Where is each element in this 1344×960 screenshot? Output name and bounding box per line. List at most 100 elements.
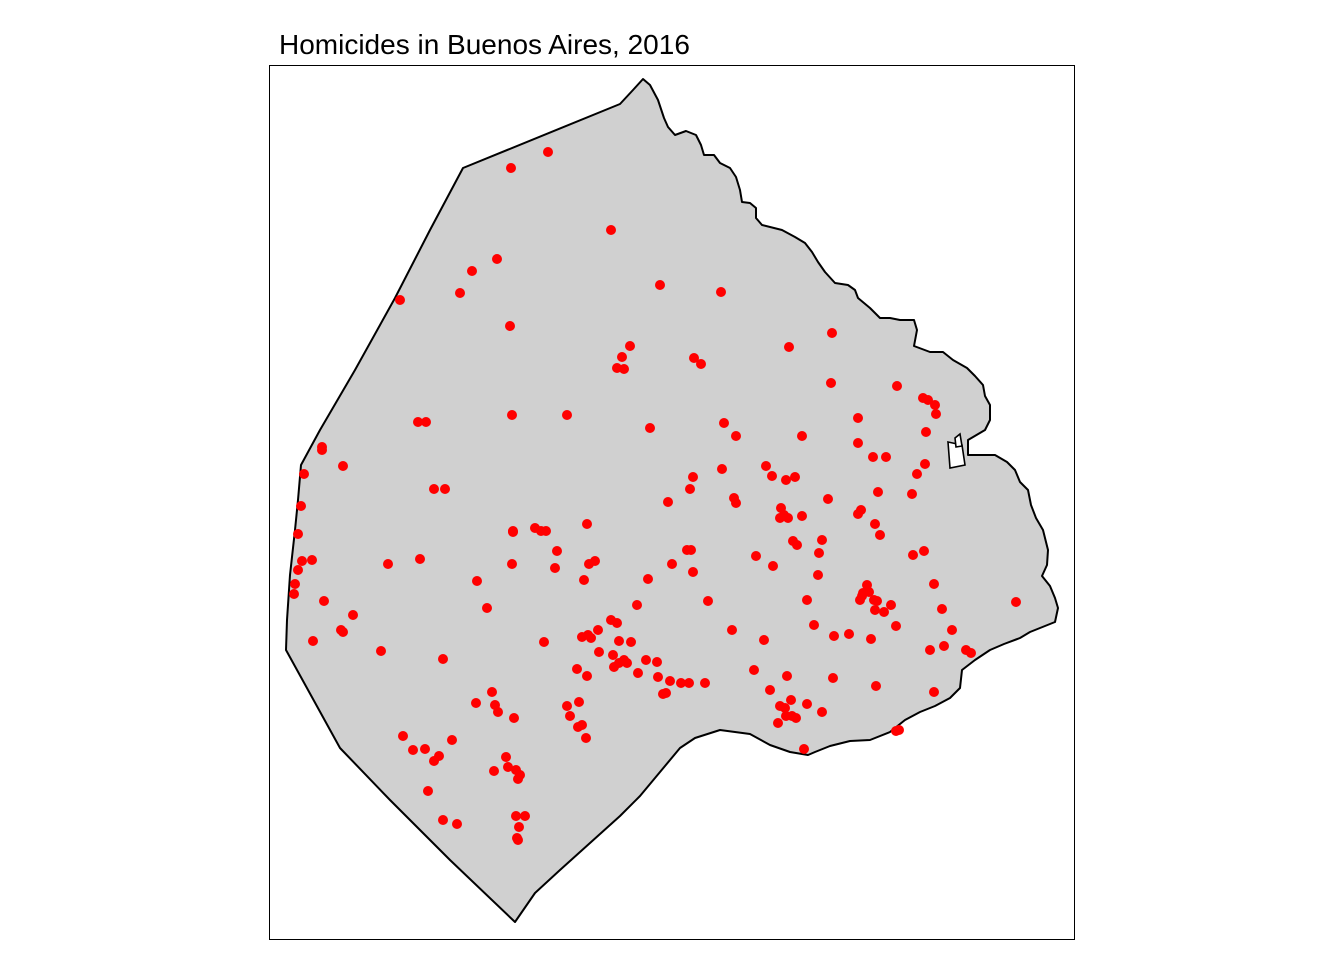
homicide-point bbox=[792, 540, 802, 550]
homicide-point bbox=[299, 469, 309, 479]
homicide-point bbox=[809, 620, 819, 630]
homicide-point bbox=[511, 811, 521, 821]
homicide-point bbox=[676, 678, 686, 688]
homicide-point bbox=[894, 725, 904, 735]
homicide-point bbox=[471, 698, 481, 708]
homicide-point bbox=[797, 511, 807, 521]
homicide-point bbox=[923, 395, 933, 405]
homicide-point bbox=[761, 461, 771, 471]
homicide-point bbox=[667, 559, 677, 569]
homicide-point bbox=[565, 711, 575, 721]
homicide-point bbox=[509, 713, 519, 723]
homicide-point bbox=[759, 635, 769, 645]
homicide-point bbox=[438, 815, 448, 825]
homicide-point bbox=[296, 501, 306, 511]
homicide-point bbox=[398, 731, 408, 741]
homicide-point bbox=[514, 822, 524, 832]
homicide-point bbox=[289, 589, 299, 599]
homicide-point bbox=[829, 631, 839, 641]
homicide-point bbox=[319, 596, 329, 606]
homicide-point bbox=[513, 835, 523, 845]
homicide-point bbox=[751, 551, 761, 561]
homicide-point bbox=[685, 484, 695, 494]
homicide-point bbox=[395, 295, 405, 305]
homicide-point bbox=[513, 774, 523, 784]
homicide-point bbox=[293, 529, 303, 539]
homicide-point bbox=[700, 678, 710, 688]
homicide-point bbox=[420, 744, 430, 754]
homicide-point bbox=[505, 321, 515, 331]
homicide-point bbox=[633, 668, 643, 678]
homicide-point bbox=[817, 707, 827, 717]
homicide-point bbox=[507, 559, 517, 569]
homicide-point bbox=[608, 650, 618, 660]
homicide-point bbox=[802, 595, 812, 605]
homicide-point bbox=[925, 645, 935, 655]
homicide-point bbox=[582, 671, 592, 681]
homicide-point bbox=[455, 288, 465, 298]
homicide-point bbox=[507, 410, 517, 420]
homicide-point bbox=[467, 266, 477, 276]
homicide-point bbox=[626, 637, 636, 647]
homicide-point bbox=[1011, 597, 1021, 607]
homicide-point bbox=[413, 417, 423, 427]
homicide-point bbox=[786, 695, 796, 705]
port-dock-inner bbox=[954, 432, 963, 448]
homicide-point bbox=[582, 519, 592, 529]
homicide-point bbox=[813, 570, 823, 580]
homicide-point bbox=[429, 756, 439, 766]
homicide-point bbox=[543, 147, 553, 157]
homicide-point bbox=[790, 472, 800, 482]
homicide-point bbox=[870, 605, 880, 615]
homicide-point bbox=[931, 409, 941, 419]
homicide-point bbox=[632, 600, 642, 610]
homicide-point bbox=[574, 697, 584, 707]
homicide-point bbox=[617, 352, 627, 362]
homicide-point bbox=[348, 610, 358, 620]
homicide-point bbox=[919, 546, 929, 556]
homicide-point bbox=[717, 464, 727, 474]
homicide-point bbox=[703, 596, 713, 606]
homicide-point bbox=[749, 665, 759, 675]
homicide-point bbox=[423, 786, 433, 796]
homicide-point bbox=[447, 735, 457, 745]
homicide-point bbox=[643, 574, 653, 584]
homicide-point bbox=[768, 561, 778, 571]
homicide-point bbox=[688, 567, 698, 577]
homicide-point bbox=[493, 707, 503, 717]
homicide-point bbox=[577, 632, 587, 642]
homicide-point bbox=[506, 163, 516, 173]
homicide-point bbox=[891, 621, 901, 631]
homicide-point bbox=[421, 417, 431, 427]
homicide-point bbox=[828, 673, 838, 683]
homicide-point bbox=[579, 575, 589, 585]
homicide-point bbox=[689, 353, 699, 363]
homicide-point bbox=[503, 762, 513, 772]
homicide-point bbox=[573, 722, 583, 732]
homicide-point bbox=[853, 509, 863, 519]
homicide-point bbox=[492, 254, 502, 264]
homicide-point bbox=[781, 711, 791, 721]
homicide-point bbox=[826, 378, 836, 388]
homicide-point bbox=[908, 550, 918, 560]
homicide-point bbox=[581, 733, 591, 743]
homicide-point bbox=[539, 637, 549, 647]
homicide-point bbox=[873, 487, 883, 497]
homicide-point bbox=[338, 461, 348, 471]
homicide-point bbox=[866, 634, 876, 644]
homicide-point bbox=[684, 678, 694, 688]
homicide-point bbox=[606, 225, 616, 235]
homicide-point bbox=[665, 676, 675, 686]
homicide-point bbox=[886, 600, 896, 610]
homicide-point bbox=[655, 280, 665, 290]
homicide-point bbox=[939, 641, 949, 651]
homicide-point bbox=[823, 494, 833, 504]
homicide-point bbox=[317, 445, 327, 455]
homicide-point bbox=[472, 576, 482, 586]
homicide-point bbox=[508, 527, 518, 537]
homicide-point bbox=[663, 497, 673, 507]
homicide-point bbox=[727, 625, 737, 635]
homicide-point bbox=[541, 526, 551, 536]
homicide-point bbox=[688, 472, 698, 482]
